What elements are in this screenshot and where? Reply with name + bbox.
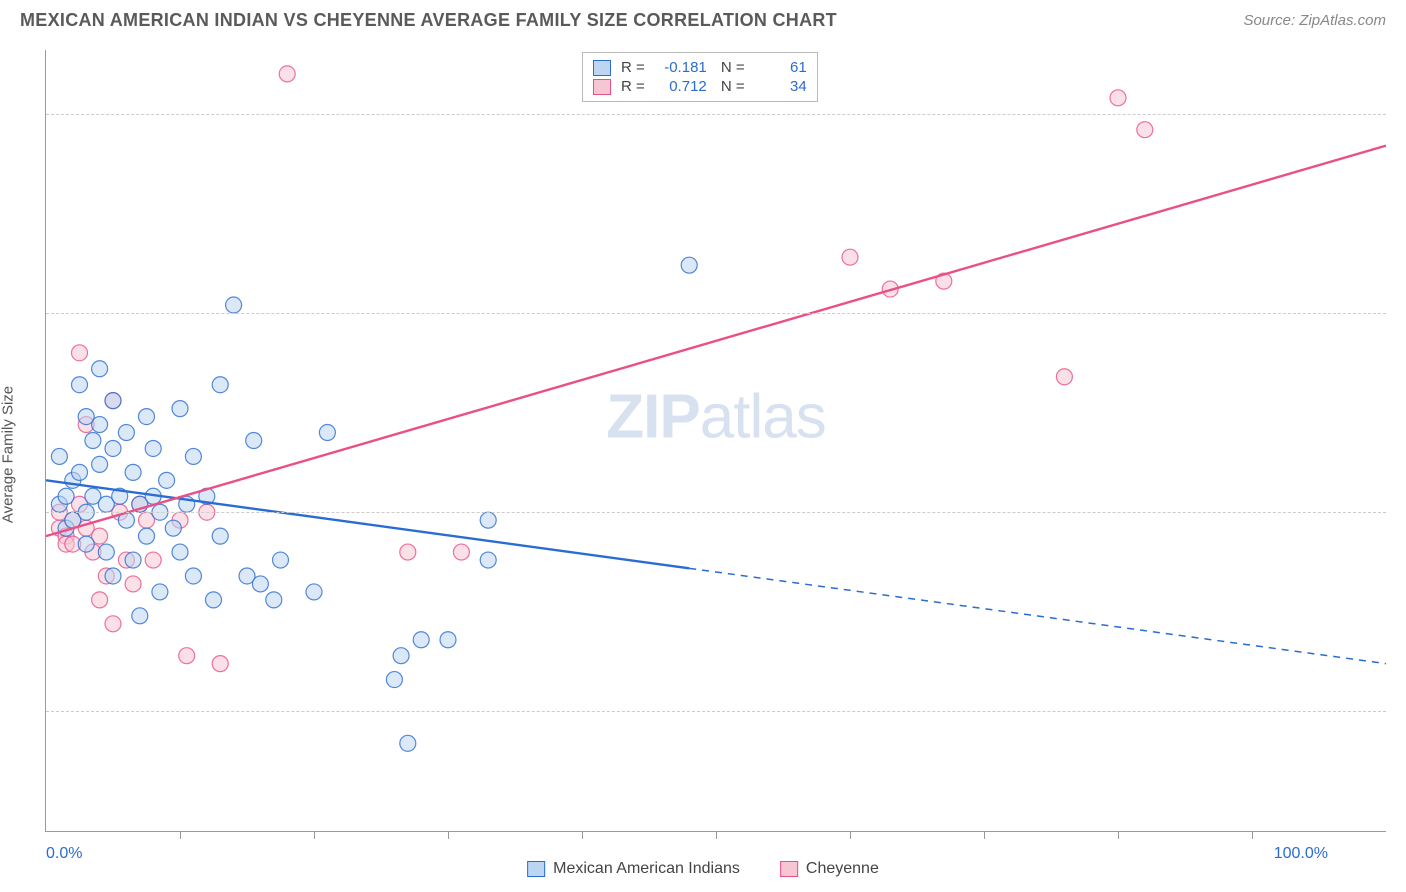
gridline [46,313,1386,314]
stat-r-val: 0.712 [655,78,707,95]
gridline [46,512,1386,513]
plot-area: ZIPatlas R =-0.181 N =61R =0.712 N =34 0… [45,50,1386,832]
x-tick [314,831,315,839]
stat-n-label: N = [717,78,745,95]
x-axis-min: 0.0% [46,845,82,863]
stat-r-label: R = [621,59,645,76]
x-tick [582,831,583,839]
series-legend: Mexican American Indians Cheyenne [527,860,879,878]
x-axis-max: 100.0% [1274,845,1328,863]
stat-n-val: 34 [755,78,807,95]
legend-item: Cheyenne [780,860,879,878]
swatch-icon [593,60,611,76]
x-tick [1252,831,1253,839]
gridline [46,114,1386,115]
x-tick [1118,831,1119,839]
x-tick [984,831,985,839]
legend-label: Cheyenne [806,860,879,878]
x-tick [850,831,851,839]
stats-legend: R = -0.181 N = 61 R = 0.712 N = 34 [582,52,818,102]
x-tick [448,831,449,839]
chart-area: ZIPatlas R =-0.181 N =61R =0.712 N =34 0… [45,50,1386,832]
source-label: Source: ZipAtlas.com [1243,12,1386,29]
legend-item: Mexican American Indians [527,860,740,878]
stats-row: R = -0.181 N = 61 [593,58,807,77]
swatch-icon [780,861,798,877]
stat-n-label: N = [717,59,745,76]
stat-r-label: R = [621,78,645,95]
x-tick [716,831,717,839]
stats-row: R = 0.712 N = 34 [593,77,807,96]
stat-r-val: -0.181 [655,59,707,76]
page-title: MEXICAN AMERICAN INDIAN VS CHEYENNE AVER… [20,10,837,31]
swatch-icon [527,861,545,877]
swatch-icon [593,79,611,95]
chart-svg [46,50,1386,831]
stat-n-val: 61 [755,59,807,76]
y-axis-label: Average Family Size [0,386,17,523]
gridline [46,711,1386,712]
x-tick [180,831,181,839]
legend-label: Mexican American Indians [553,860,740,878]
